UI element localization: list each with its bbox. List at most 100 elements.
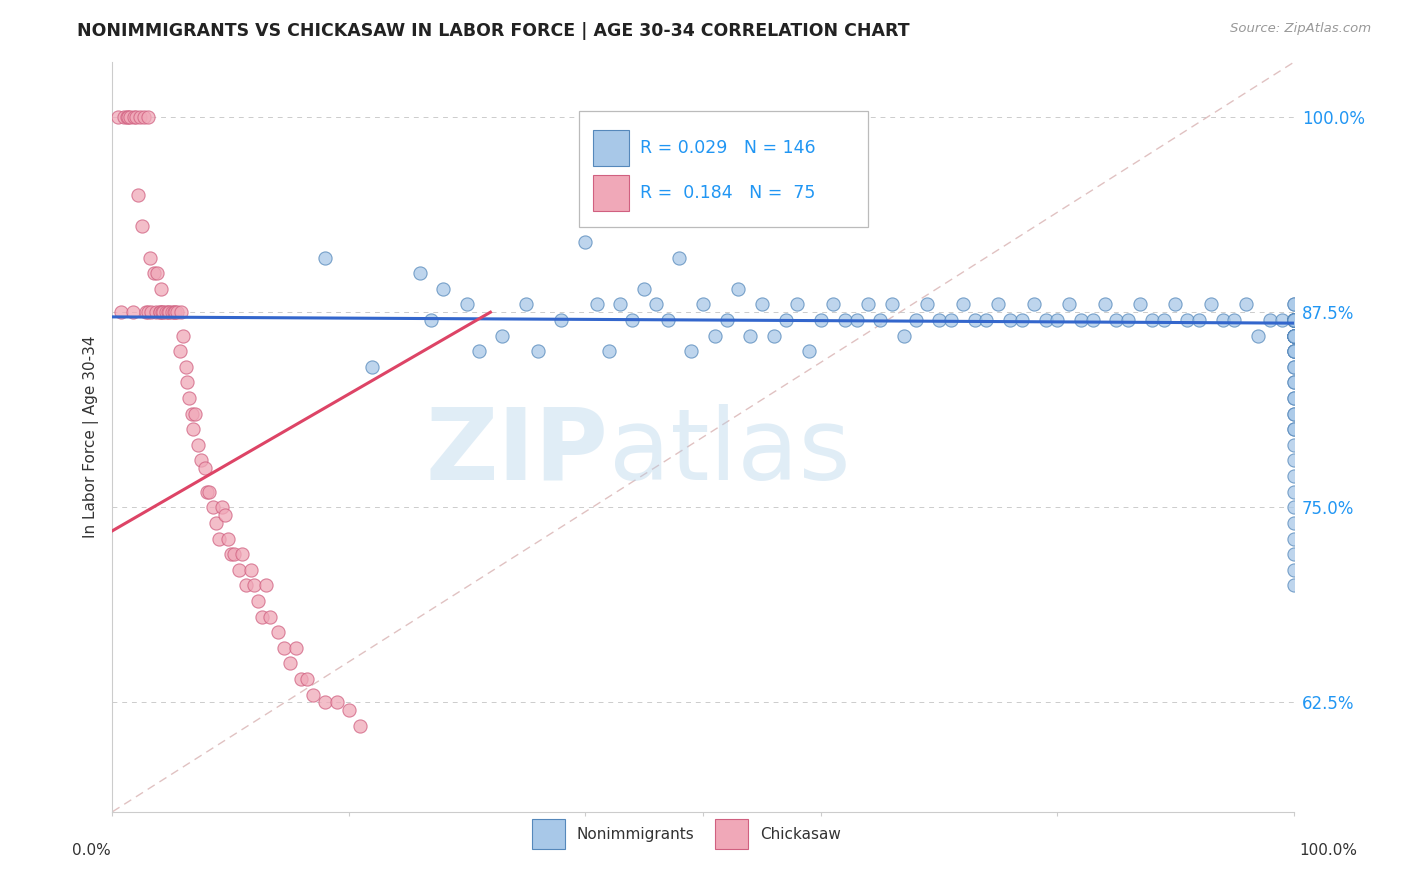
Point	[1175, 313, 1198, 327]
Point	[716, 313, 738, 327]
Point	[727, 282, 749, 296]
Point	[1282, 313, 1305, 327]
Point	[160, 305, 183, 319]
Point	[1282, 344, 1305, 359]
Point	[1282, 484, 1305, 499]
Point	[775, 313, 797, 327]
Point	[155, 305, 177, 319]
Point	[633, 282, 655, 296]
Point	[169, 344, 191, 359]
Point	[810, 313, 832, 327]
Text: 100.0%: 100.0%	[1299, 843, 1358, 858]
Point	[184, 407, 207, 421]
Point	[107, 110, 129, 124]
Point	[574, 235, 596, 249]
Bar	[593, 130, 628, 166]
Point	[1057, 297, 1080, 311]
Point	[246, 594, 269, 608]
Point	[880, 297, 903, 311]
Point	[1282, 313, 1305, 327]
Point	[1081, 313, 1104, 327]
Point	[692, 297, 714, 311]
Point	[142, 266, 165, 280]
Point	[1282, 328, 1305, 343]
Point	[1282, 313, 1305, 327]
Point	[1282, 313, 1305, 327]
Text: Source: ZipAtlas.com: Source: ZipAtlas.com	[1230, 22, 1371, 36]
Point	[1282, 313, 1305, 327]
Point	[337, 703, 360, 717]
Point	[657, 313, 679, 327]
Point	[987, 297, 1010, 311]
Point	[1282, 297, 1305, 311]
Point	[149, 282, 172, 296]
Point	[1282, 500, 1305, 515]
Point	[1282, 563, 1305, 577]
Point	[273, 640, 295, 655]
Point	[117, 110, 139, 124]
Point	[1035, 313, 1057, 327]
Point	[1282, 313, 1305, 327]
Point	[834, 313, 856, 327]
Point	[186, 438, 208, 452]
Point	[1282, 422, 1305, 436]
Point	[139, 251, 162, 265]
Bar	[531, 819, 565, 849]
Point	[179, 391, 201, 405]
Bar	[593, 175, 628, 211]
Point	[904, 313, 927, 327]
Point	[284, 640, 307, 655]
Point	[1129, 297, 1152, 311]
Point	[621, 313, 644, 327]
Text: NONIMMIGRANTS VS CHICKASAW IN LABOR FORCE | AGE 30-34 CORRELATION CHART: NONIMMIGRANTS VS CHICKASAW IN LABOR FORC…	[77, 22, 910, 40]
Point	[526, 344, 548, 359]
Point	[1282, 359, 1305, 374]
Point	[131, 219, 153, 234]
Point	[1282, 313, 1305, 327]
Point	[976, 313, 998, 327]
Point	[1282, 391, 1305, 405]
Point	[211, 500, 233, 515]
Point	[1282, 313, 1305, 327]
Y-axis label: In Labor Force | Age 30-34: In Labor Force | Age 30-34	[83, 335, 100, 539]
Point	[928, 313, 950, 327]
Point	[1282, 376, 1305, 390]
Point	[1046, 313, 1069, 327]
Point	[214, 508, 236, 523]
Point	[1188, 313, 1211, 327]
Point	[1282, 344, 1305, 359]
Point	[302, 688, 325, 702]
Point	[1282, 344, 1305, 359]
Point	[1282, 328, 1305, 343]
Point	[1282, 313, 1305, 327]
Point	[239, 563, 262, 577]
Point	[1094, 297, 1116, 311]
Text: ZIP: ZIP	[426, 403, 609, 500]
Point	[408, 266, 430, 280]
Point	[176, 376, 198, 390]
Point	[1282, 297, 1305, 311]
Point	[456, 297, 478, 311]
Point	[134, 110, 156, 124]
Point	[1070, 313, 1092, 327]
Point	[1282, 422, 1305, 436]
Point	[1223, 313, 1246, 327]
Point	[644, 297, 666, 311]
Point	[128, 110, 150, 124]
Point	[1282, 313, 1305, 327]
Point	[135, 305, 157, 319]
Point	[170, 305, 193, 319]
Point	[290, 672, 312, 686]
Point	[349, 719, 371, 733]
Point	[1282, 313, 1305, 327]
Point	[165, 305, 187, 319]
Point	[326, 696, 349, 710]
Point	[585, 297, 607, 311]
Point	[157, 305, 180, 319]
Text: Chickasaw: Chickasaw	[759, 827, 841, 842]
Point	[963, 313, 986, 327]
Point	[1282, 532, 1305, 546]
Point	[314, 696, 336, 710]
Point	[1022, 297, 1045, 311]
Point	[121, 305, 143, 319]
